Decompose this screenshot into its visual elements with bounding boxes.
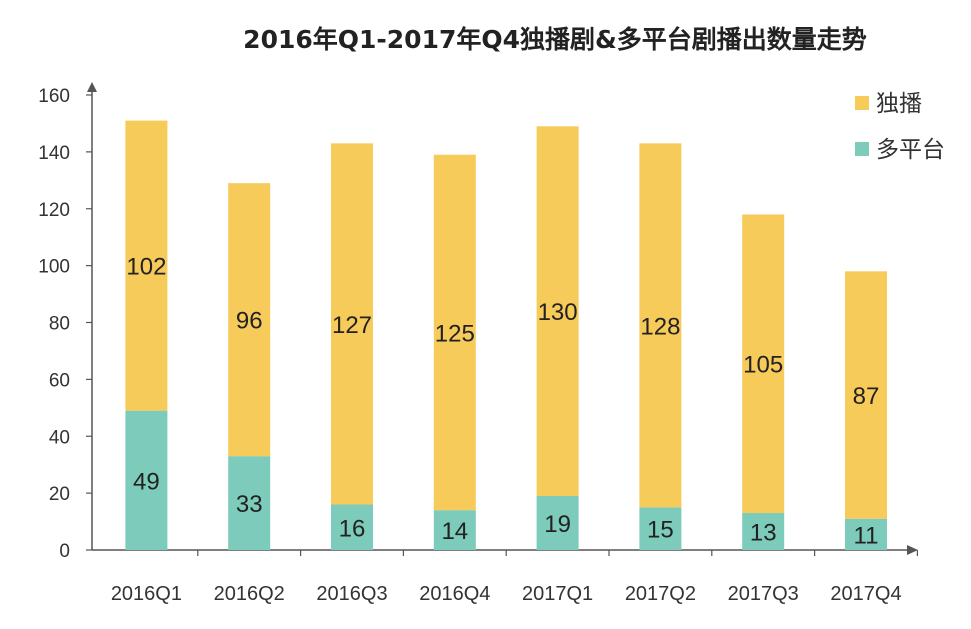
bar-exclusive — [742, 214, 785, 514]
y-axis-arrow — [87, 82, 97, 92]
data-label-exclusive: 87 — [853, 383, 880, 410]
chart-title: 2016年Q1-2017年Q4独播剧&多平台剧播出数量走势 — [243, 25, 867, 54]
x-tick-label: 2016Q2 — [214, 583, 285, 605]
data-label-multiplatform: 14 — [441, 518, 468, 545]
y-tick-label: 160 — [38, 86, 70, 107]
data-label-exclusive: 105 — [743, 352, 783, 379]
data-label-multiplatform: 11 — [854, 522, 879, 549]
data-label-exclusive: 128 — [640, 313, 680, 340]
data-label-exclusive: 125 — [435, 320, 475, 347]
bar-exclusive — [433, 154, 476, 511]
data-label-exclusive: 102 — [126, 254, 166, 281]
data-label-multiplatform: 15 — [647, 517, 674, 544]
bar-exclusive — [125, 120, 168, 411]
bar-multiplatform — [331, 504, 373, 550]
y-tick-label: 0 — [59, 541, 70, 562]
data-label-multiplatform: 13 — [750, 520, 777, 547]
legend-swatch — [855, 142, 869, 156]
y-tick-label: 60 — [49, 370, 70, 391]
y-tick-label: 140 — [38, 143, 70, 164]
bars: 49 102 33 96 16 127 14 125 19 130 15 128 13 105 11 87 — [125, 120, 887, 550]
x-tick-label: 2016Q1 — [111, 583, 182, 605]
bar-multiplatform — [742, 513, 785, 550]
x-tick-label: 2016Q3 — [316, 583, 387, 605]
bar-exclusive — [845, 271, 887, 519]
data-label-multiplatform: 33 — [236, 491, 263, 518]
x-tick-label: 2016Q4 — [419, 583, 490, 605]
y-tick-label: 20 — [49, 484, 70, 505]
data-label-exclusive: 130 — [538, 299, 578, 326]
bar-exclusive — [331, 143, 373, 505]
bar-multiplatform — [228, 456, 271, 550]
legend-label: 独播 — [876, 91, 922, 117]
axes: 0 20 40 60 80 100 120 140 160 2016Q1 2016Q2 2016Q3 2… — [38, 82, 919, 605]
legend-label: 多平台 — [876, 137, 945, 163]
bar-multiplatform — [536, 495, 579, 550]
bar-multiplatform — [433, 510, 476, 550]
legend-swatch — [855, 96, 869, 110]
y-tick-label: 80 — [49, 314, 70, 335]
bar-exclusive — [536, 126, 579, 496]
data-label-multiplatform: 19 — [544, 511, 571, 538]
x-tick-label: 2017Q1 — [522, 583, 593, 605]
bar-multiplatform — [639, 507, 682, 550]
x-tick-label: 2017Q2 — [625, 583, 696, 605]
bar-multiplatform — [125, 410, 168, 550]
x-tick-label: 2017Q3 — [728, 583, 799, 605]
y-tick-label: 100 — [38, 257, 70, 278]
bar-multiplatform — [845, 518, 887, 550]
data-label-exclusive: 96 — [236, 308, 263, 335]
data-label-exclusive: 127 — [332, 312, 372, 339]
data-label-multiplatform: 16 — [339, 515, 366, 542]
x-axis-arrow — [907, 545, 918, 555]
x-tick-label: 2017Q4 — [830, 583, 901, 605]
data-label-multiplatform: 49 — [133, 468, 160, 495]
y-tick-label: 120 — [38, 200, 70, 221]
bar-exclusive — [639, 143, 682, 508]
bar-exclusive — [228, 183, 271, 457]
y-tick-label: 40 — [49, 427, 70, 448]
